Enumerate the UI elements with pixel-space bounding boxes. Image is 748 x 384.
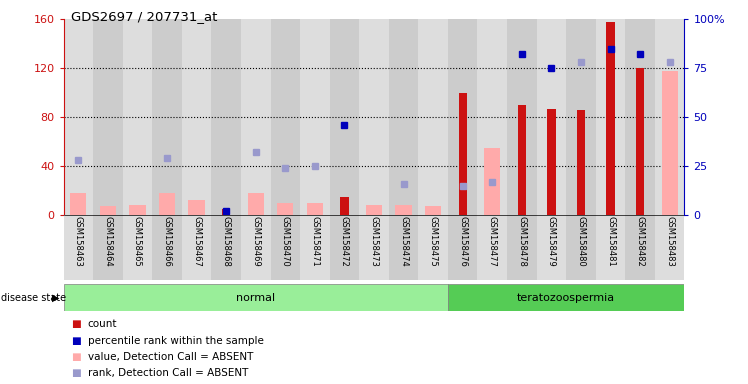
Bar xyxy=(507,215,536,280)
Text: ▶: ▶ xyxy=(52,293,60,303)
Text: GSM158471: GSM158471 xyxy=(310,216,319,267)
Bar xyxy=(595,215,625,280)
Text: teratozoospermia: teratozoospermia xyxy=(517,293,615,303)
Bar xyxy=(396,205,411,215)
Bar xyxy=(425,207,441,215)
Bar xyxy=(99,207,116,215)
Text: rank, Detection Call = ABSENT: rank, Detection Call = ABSENT xyxy=(88,368,248,378)
Bar xyxy=(459,93,467,215)
Bar xyxy=(625,19,654,215)
Bar xyxy=(418,215,448,280)
Bar xyxy=(241,215,271,280)
Bar xyxy=(300,19,330,215)
Text: GSM158468: GSM158468 xyxy=(221,216,230,267)
Text: GSM158476: GSM158476 xyxy=(459,216,468,267)
Bar xyxy=(366,205,382,215)
Text: GSM158465: GSM158465 xyxy=(133,216,142,267)
Bar xyxy=(389,215,418,280)
Bar xyxy=(64,284,448,311)
Bar xyxy=(64,19,94,215)
Bar xyxy=(159,193,175,215)
Text: normal: normal xyxy=(236,293,275,303)
Text: GSM158470: GSM158470 xyxy=(280,216,289,267)
Text: GSM158483: GSM158483 xyxy=(665,216,674,267)
Bar xyxy=(636,68,644,215)
Bar xyxy=(595,19,625,215)
Bar xyxy=(661,71,678,215)
Text: GSM158473: GSM158473 xyxy=(370,216,378,267)
Bar xyxy=(212,215,241,280)
Text: GSM158481: GSM158481 xyxy=(606,216,615,267)
Bar xyxy=(212,19,241,215)
Bar xyxy=(566,215,595,280)
Bar xyxy=(278,203,293,215)
Text: ■: ■ xyxy=(71,352,81,362)
Bar xyxy=(94,19,123,215)
Bar xyxy=(307,203,323,215)
Text: ■: ■ xyxy=(71,336,81,346)
Bar xyxy=(153,215,182,280)
Text: GSM158478: GSM158478 xyxy=(518,216,527,267)
Bar xyxy=(448,284,684,311)
Text: GSM158467: GSM158467 xyxy=(192,216,201,267)
Text: count: count xyxy=(88,319,117,329)
Bar xyxy=(359,19,389,215)
Text: GSM158464: GSM158464 xyxy=(103,216,112,267)
Text: GSM158472: GSM158472 xyxy=(340,216,349,267)
Bar xyxy=(182,19,212,215)
Text: disease state: disease state xyxy=(1,293,66,303)
Text: GSM158475: GSM158475 xyxy=(429,216,438,267)
Bar xyxy=(625,215,654,280)
Bar xyxy=(222,209,230,215)
Bar xyxy=(518,105,526,215)
Text: percentile rank within the sample: percentile rank within the sample xyxy=(88,336,263,346)
Bar xyxy=(94,215,123,280)
Bar xyxy=(330,19,359,215)
Bar xyxy=(448,215,477,280)
Bar xyxy=(654,215,684,280)
Bar xyxy=(271,215,300,280)
Bar xyxy=(484,148,500,215)
Bar xyxy=(153,19,182,215)
Bar xyxy=(359,215,389,280)
Text: GSM158479: GSM158479 xyxy=(547,216,556,267)
Bar xyxy=(607,22,615,215)
Bar xyxy=(654,19,684,215)
Text: GSM158482: GSM158482 xyxy=(636,216,645,267)
Bar xyxy=(477,215,507,280)
Text: GSM158477: GSM158477 xyxy=(488,216,497,267)
Bar xyxy=(548,109,556,215)
Text: GSM158466: GSM158466 xyxy=(162,216,171,267)
Text: value, Detection Call = ABSENT: value, Detection Call = ABSENT xyxy=(88,352,253,362)
Bar xyxy=(330,215,359,280)
Text: GSM158463: GSM158463 xyxy=(74,216,83,267)
Bar xyxy=(477,19,507,215)
Bar xyxy=(70,193,87,215)
Bar xyxy=(536,19,566,215)
Bar xyxy=(448,19,477,215)
Bar xyxy=(507,19,536,215)
Bar xyxy=(241,19,271,215)
Bar xyxy=(536,215,566,280)
Bar xyxy=(389,19,418,215)
Bar xyxy=(340,197,349,215)
Bar xyxy=(577,110,585,215)
Text: GSM158480: GSM158480 xyxy=(577,216,586,267)
Bar xyxy=(418,19,448,215)
Text: ■: ■ xyxy=(71,319,81,329)
Bar xyxy=(271,19,300,215)
Bar xyxy=(129,205,146,215)
Text: GSM158474: GSM158474 xyxy=(399,216,408,267)
Bar xyxy=(300,215,330,280)
Bar xyxy=(566,19,595,215)
Text: ■: ■ xyxy=(71,368,81,378)
Text: GSM158469: GSM158469 xyxy=(251,216,260,267)
Bar xyxy=(188,200,205,215)
Bar xyxy=(123,215,153,280)
Bar xyxy=(64,215,94,280)
Bar xyxy=(182,215,212,280)
Bar xyxy=(123,19,153,215)
Text: GDS2697 / 207731_at: GDS2697 / 207731_at xyxy=(71,10,218,23)
Bar xyxy=(248,193,264,215)
